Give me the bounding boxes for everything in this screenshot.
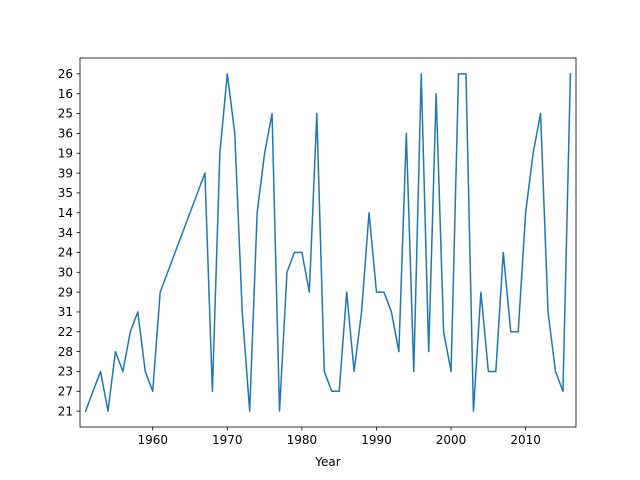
y-tick-label: 30	[58, 265, 73, 279]
y-tick-label: 35	[58, 186, 73, 200]
x-tick-label: 1960	[137, 433, 168, 447]
y-tick-label: 34	[58, 226, 73, 240]
x-tick-label: 2000	[436, 433, 467, 447]
y-tick-label: 25	[58, 107, 73, 121]
x-axis-ticks: 1960 1970 1980 1990 2000 2010	[137, 427, 541, 447]
y-tick-label: 16	[58, 87, 73, 101]
y-tick-label: 26	[58, 67, 73, 81]
y-tick-label: 39	[58, 166, 73, 180]
x-tick-label: 1990	[361, 433, 392, 447]
x-tick-label: 1970	[212, 433, 243, 447]
y-tick-label: 27	[58, 384, 73, 398]
y-tick-label: 21	[58, 404, 73, 418]
x-tick-label: 2010	[510, 433, 541, 447]
x-axis-title: Year	[314, 455, 340, 469]
y-tick-label: 28	[58, 345, 73, 359]
x-tick-label: 1980	[287, 433, 318, 447]
axes-frame	[79, 57, 577, 428]
y-tick-label: 22	[58, 325, 73, 339]
y-tick-label: 19	[58, 146, 73, 160]
y-tick-label: 31	[58, 305, 73, 319]
series-line-0	[84, 73, 572, 413]
y-tick-label: 29	[58, 285, 73, 299]
y-tick-label: 14	[58, 206, 73, 220]
y-tick-label: 36	[58, 127, 73, 141]
plot-area	[84, 73, 572, 413]
y-axis-ticks: 14 16 19 21 22 23 24 25 26 27 28 29 30 31 34 35 36 39	[58, 67, 80, 418]
y-tick-label: 23	[58, 365, 73, 379]
y-tick-label: 24	[58, 246, 73, 260]
